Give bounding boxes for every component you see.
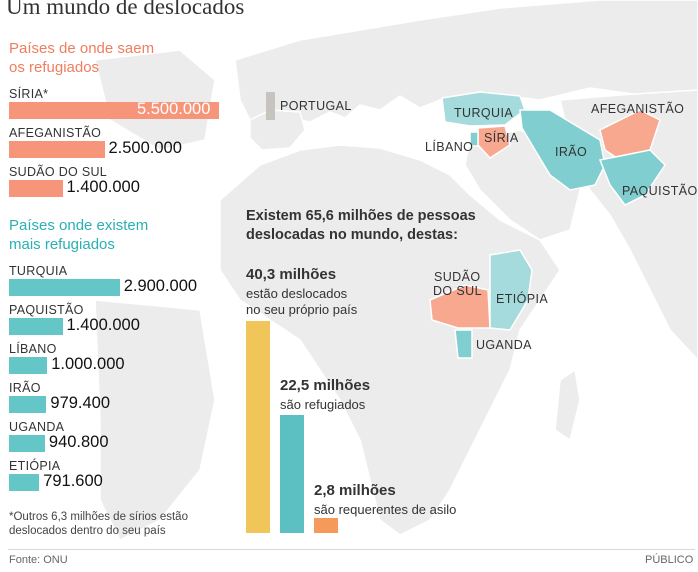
bar-value: 2.900.000: [123, 277, 198, 295]
vertical-bar-description: estão deslocados: [246, 286, 348, 301]
bar: [9, 435, 45, 452]
summary-line-2: deslocadas no mundo, destas:: [246, 227, 458, 243]
brand: PÚBLICO: [645, 554, 694, 566]
vertical-bar-description: são refugiados: [280, 397, 366, 412]
footer-divider: [8, 549, 695, 550]
map-label-afeganistao: AFEGANISTÃO: [591, 102, 685, 116]
bar-label: TURQUIA: [9, 264, 68, 278]
bar: [9, 474, 40, 491]
origin-heading-line-2: os refugiados: [9, 59, 100, 76]
bar: [9, 357, 48, 374]
summary-line-1: Existem 65,6 milhões de pessoas: [246, 208, 476, 224]
bar-value: 940.800: [48, 433, 109, 451]
map-label-turquia: TURQUIA: [454, 106, 514, 120]
bar: [9, 141, 105, 158]
vertical-bar-value: 22,5 milhões: [280, 377, 371, 394]
page-title: Um mundo de deslocados: [6, 0, 245, 19]
vertical-bar: [314, 518, 338, 533]
bar-label: SUDÃO DO SUL: [9, 165, 108, 179]
bar-value: 791.600: [43, 472, 103, 490]
map-label-libano: LÍBANO: [425, 140, 474, 154]
footnote: *Outros 6,3 milhões de sírios estão desl…: [9, 511, 188, 537]
bar: [9, 180, 63, 197]
vertical-bar-value: 2,8 milhões: [314, 482, 396, 499]
map-label-portugal: PORTUGAL: [280, 99, 352, 113]
host-heading-line-1: Países onde existem: [9, 217, 149, 234]
bar-value: 1.400.000: [66, 316, 140, 334]
map-label-uganda: UGANDA: [476, 338, 532, 352]
bar-value: 1.000.000: [51, 355, 125, 373]
map-label-irao: IRÃO: [555, 145, 588, 159]
bar-value: 2.500.000: [108, 139, 182, 157]
map-label-sudao-2: DO SUL: [433, 284, 482, 298]
map-label-siria: SÍRIA: [484, 131, 519, 145]
map-label-sudao-1: SUDÃO: [434, 270, 481, 284]
bar-label: ETIÓPIA: [9, 459, 61, 473]
bar-value: 1.400.000: [66, 178, 140, 196]
bar-value: 979.400: [50, 394, 111, 412]
bar: [9, 318, 63, 335]
origin-heading-line-1: Países de onde saem: [9, 40, 155, 57]
bar-label: SÍRIA*: [9, 87, 49, 101]
map-label-etiopia: ETIÓPIA: [496, 292, 549, 306]
bar: [9, 102, 219, 119]
vertical-bar-value: 40,3 milhões: [246, 266, 337, 283]
map-label-paquistao: PAQUISTÃO: [622, 184, 698, 198]
vertical-bar-description: são requerentes de asilo: [314, 502, 457, 517]
bar-label: UGANDA: [9, 420, 65, 434]
bar-label: IRÃO: [9, 381, 41, 395]
bar-label: LÍBANO: [9, 342, 57, 356]
bar: [9, 396, 47, 413]
source: Fonte: ONU: [9, 554, 68, 566]
vertical-bar: [246, 321, 270, 533]
bar-label: PAQUISTÃO: [9, 303, 84, 317]
bar: [9, 279, 120, 296]
host-heading-line-2: mais refugiados: [9, 236, 115, 253]
vertical-bar: [280, 414, 304, 533]
vertical-bar-description: no seu próprio país: [246, 302, 358, 317]
bar-label: AFEGANISTÃO: [9, 126, 102, 140]
bar-value: 5.500.000: [137, 100, 211, 118]
